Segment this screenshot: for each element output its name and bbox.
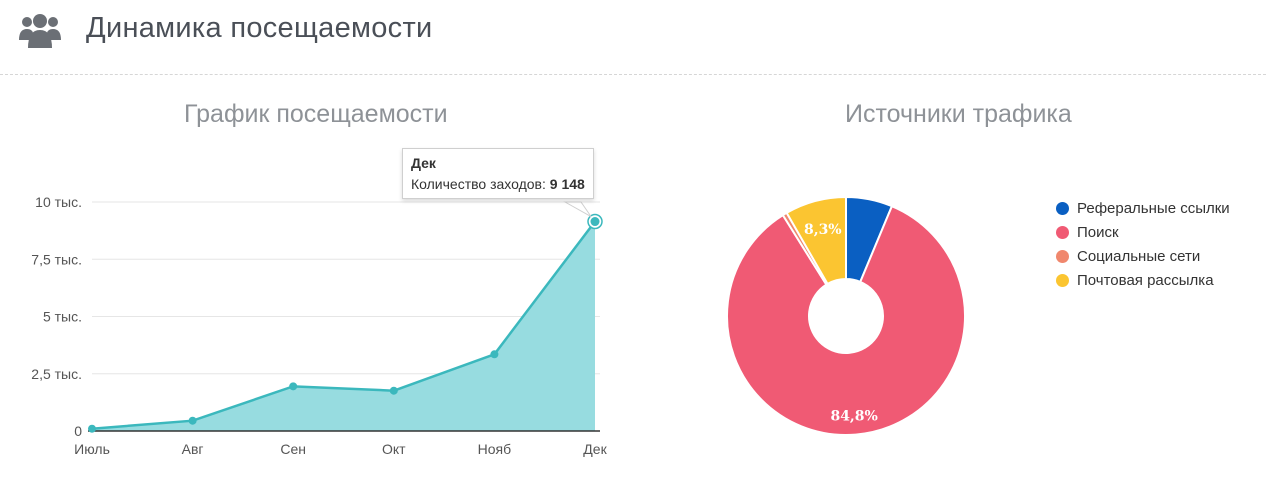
users-icon xyxy=(19,14,61,48)
tooltip-label: Количество заходов: xyxy=(411,176,546,192)
tooltip-pointer xyxy=(563,201,592,217)
y-tick-label: 5 тыс. xyxy=(43,309,82,325)
line-chart-title: График посещаемости xyxy=(184,100,448,128)
legend-item[interactable]: Социальные сети xyxy=(1056,244,1230,268)
x-tick-label: Нояб xyxy=(478,441,512,457)
tooltip-body: Количество заходов: 9 148 xyxy=(411,176,585,192)
page-header: Динамика посещаемости xyxy=(0,0,1266,76)
x-tick-label: Дек xyxy=(583,441,607,457)
series-line xyxy=(91,220,596,430)
y-tick-label: 10 тыс. xyxy=(35,194,82,210)
chart-tooltip: Дек Количество заходов: 9 148 xyxy=(402,148,594,199)
header-divider xyxy=(0,74,1266,75)
data-point[interactable] xyxy=(389,386,398,395)
data-point[interactable] xyxy=(289,382,298,391)
pie-slice[interactable] xyxy=(785,195,847,286)
legend-label: Поиск xyxy=(1077,223,1119,241)
legend-item[interactable]: Реферальные ссылки xyxy=(1056,196,1230,220)
attendance-area-chart: 0 2,5 тыс. 5 тыс. 7,5 тыс. 10 тыс. Июль Авг Сен… xyxy=(31,194,607,457)
legend-item[interactable]: Поиск xyxy=(1056,220,1230,244)
y-tick-label: 7,5 тыс. xyxy=(31,251,82,267)
series-area xyxy=(92,221,595,431)
y-tick-label: 0 xyxy=(74,423,82,439)
pie-slice[interactable] xyxy=(726,204,966,436)
pie-legend: Реферальные ссылки Поиск Социальные сети По… xyxy=(1056,196,1230,292)
data-point[interactable] xyxy=(88,424,96,433)
slice-data-label: 84,8% xyxy=(830,409,877,425)
slice-data-label: 8,3% xyxy=(804,222,842,238)
tooltip-title: Дек xyxy=(411,155,436,171)
x-tick-label: Окт xyxy=(382,441,406,457)
legend-marker xyxy=(1056,273,1069,287)
data-point[interactable] xyxy=(490,350,499,359)
legend-label: Социальные сети xyxy=(1077,247,1201,265)
traffic-sources-pie-chart: 84,8% 8,3% xyxy=(726,195,966,436)
tooltip-value: 9 148 xyxy=(549,176,585,192)
legend-label: Реферальные ссылки xyxy=(1077,199,1230,217)
page-title: Динамика посещаемости xyxy=(86,12,433,44)
y-tick-label: 2,5 тыс. xyxy=(31,366,82,382)
legend-marker xyxy=(1056,225,1069,239)
legend-item[interactable]: Почтовая рассылка xyxy=(1056,268,1230,292)
legend-label: Почтовая рассылка xyxy=(1077,271,1214,289)
legend-marker xyxy=(1056,249,1069,263)
x-tick-label: Авг xyxy=(182,441,204,457)
data-point[interactable] xyxy=(188,416,197,425)
data-point[interactable] xyxy=(590,217,600,227)
pie-chart-title: Источники трафика xyxy=(845,100,1072,128)
x-tick-label: Сен xyxy=(280,441,306,457)
legend-marker xyxy=(1056,201,1069,215)
x-tick-label: Июль xyxy=(74,441,110,457)
